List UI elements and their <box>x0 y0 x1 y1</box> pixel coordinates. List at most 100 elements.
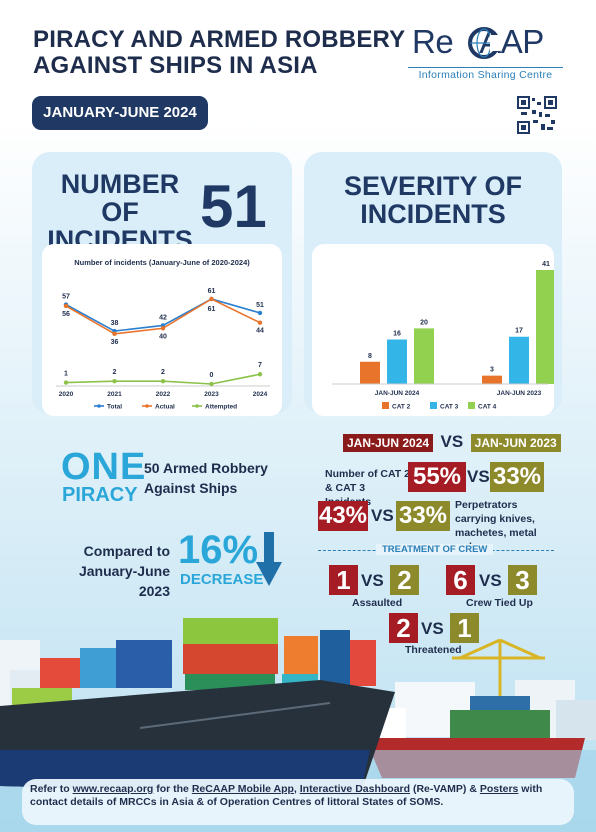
legend-marker <box>97 404 101 408</box>
bar <box>482 375 502 384</box>
legend-label: Total <box>107 404 122 411</box>
bar-value-label: 20 <box>420 319 428 326</box>
incidents-heading: NUMBER OF INCIDENTS <box>47 169 193 255</box>
bar <box>509 336 529 384</box>
category-label: JAN-JUN 2023 <box>497 390 542 397</box>
cat23-2024: 55% <box>408 462 466 492</box>
bar-value-label: 8 <box>368 353 372 360</box>
decrease-label: DECREASE <box>180 571 264 588</box>
bar-chart: 8 16 20 JAN-JUN 2024 3 17 41 JAN-JUN 2023 CAT 2 C… <box>332 261 556 411</box>
x-tick-label: 2024 <box>253 391 268 398</box>
title-line-1: PIRACY AND ARMED ROBBERY <box>33 26 406 53</box>
legend-swatch <box>468 402 475 409</box>
recaap-website-link[interactable]: www.recaap.org <box>72 783 154 795</box>
data-label: 61 <box>208 306 216 313</box>
legend-label: CAT 2 <box>392 404 411 411</box>
x-tick-label: 2020 <box>59 391 74 398</box>
tied-label: Crew Tied Up <box>466 597 533 609</box>
tied-2023: 3 <box>508 565 537 595</box>
legend-label: CAT 4 <box>478 404 497 411</box>
dashboard-link[interactable]: Interactive Dashboard <box>299 783 411 795</box>
compare-header: JAN-JUN 2024 VS JAN-JUN 2023 <box>343 432 561 452</box>
title-line-2: AGAINST SHIPS IN ASIA <box>33 52 318 79</box>
bar-value-label: 3 <box>490 367 494 374</box>
assaulted-2024: 1 <box>329 565 358 595</box>
data-point <box>63 303 69 309</box>
bar <box>414 328 434 384</box>
footer-text: Refer to www.recaap.org for the ReCAAP M… <box>30 783 543 808</box>
data-label: 44 <box>256 328 264 335</box>
legend-label: CAT 3 <box>440 404 459 411</box>
logo-subtitle: Information Sharing Centre <box>408 67 563 81</box>
data-point <box>160 326 166 331</box>
legend-swatch <box>382 402 389 409</box>
armed-robbery-text: 50 Armed Robbery Against Ships <box>144 460 268 496</box>
piracy-label: PIRACY <box>62 484 138 506</box>
data-label: 38 <box>111 320 119 327</box>
mobile-app-link[interactable]: ReCAAP Mobile App <box>191 783 294 795</box>
data-point <box>257 372 263 377</box>
data-point <box>257 310 263 316</box>
decrease-percent: 16% <box>178 528 259 572</box>
perp-2023: 33% <box>396 501 450 531</box>
data-label: 56 <box>62 311 70 318</box>
data-label: 36 <box>111 339 119 346</box>
bar-chart-card: 8 16 20 JAN-JUN 2024 3 17 41 JAN-JUN 2023 CAT 2 C… <box>312 244 556 416</box>
x-tick-label: 2021 <box>107 391 122 398</box>
data-label: 40 <box>159 333 167 340</box>
data-point <box>63 380 69 385</box>
globe-icon <box>468 27 500 59</box>
severity-heading: SEVERITY OF INCIDENTS <box>343 171 523 229</box>
label-2023: JAN-JUN 2023 <box>470 434 561 452</box>
threatened-label: Threatened <box>405 644 462 656</box>
legend-label: Actual <box>155 404 175 411</box>
perp-2024: 43% <box>318 501 368 531</box>
treatment-heading: TREATMENT OF CREW <box>376 544 494 555</box>
bar-value-label: 16 <box>393 331 401 338</box>
line-chart-title: Number of incidents (January-June of 202… <box>74 258 250 267</box>
threatened-2024: 2 <box>389 613 418 643</box>
data-point <box>160 379 166 384</box>
cat23-2023: 33% <box>490 462 544 492</box>
threatened-2023: 1 <box>450 613 479 643</box>
data-label: 7 <box>258 362 262 369</box>
data-label: 61 <box>208 288 216 295</box>
legend-label: Attempted <box>205 404 237 411</box>
legend-swatch <box>430 402 437 409</box>
category-label: JAN-JUN 2024 <box>375 390 420 397</box>
bar-value-label: 41 <box>542 261 550 268</box>
data-label: 57 <box>62 294 70 301</box>
posters-link[interactable]: Posters <box>479 783 519 795</box>
period-badge: JANUARY-JUNE 2024 <box>32 96 208 130</box>
legend-marker <box>145 404 149 408</box>
recaap-logo: Re AAP Information Sharing Centre <box>408 23 563 85</box>
page-title: PIRACY AND ARMED ROBBERY AGAINST SHIPS I… <box>33 27 405 79</box>
data-point <box>209 296 214 302</box>
data-label: 0 <box>210 372 214 379</box>
x-tick-label: 2023 <box>204 391 219 398</box>
data-point <box>209 381 214 387</box>
data-label: 2 <box>161 369 165 376</box>
assaulted-2023: 2 <box>390 565 419 595</box>
assaulted-label: Assaulted <box>352 597 403 609</box>
tied-2024: 6 <box>446 565 475 595</box>
qr-code-icon[interactable] <box>517 96 557 134</box>
data-label: 2 <box>113 369 117 376</box>
data-label: 42 <box>159 314 167 321</box>
footer: Refer to www.recaap.org for the ReCAAP M… <box>22 779 574 825</box>
legend-marker <box>195 404 199 408</box>
one-label: ONE <box>61 446 147 488</box>
data-label: 51 <box>256 302 264 309</box>
bar <box>536 270 556 384</box>
x-tick-label: 2022 <box>156 391 171 398</box>
incidents-total: 51 <box>200 173 267 240</box>
line-chart-card: Number of incidents (January-June of 202… <box>42 244 282 416</box>
data-point <box>112 379 117 384</box>
data-label: 1 <box>64 371 68 378</box>
data-point <box>257 320 263 325</box>
label-2024: JAN-JUN 2024 <box>343 434 434 452</box>
down-arrow-icon <box>256 532 282 586</box>
compared-text: Compared to January-June 2023 <box>78 543 170 599</box>
bar-value-label: 17 <box>515 328 523 335</box>
